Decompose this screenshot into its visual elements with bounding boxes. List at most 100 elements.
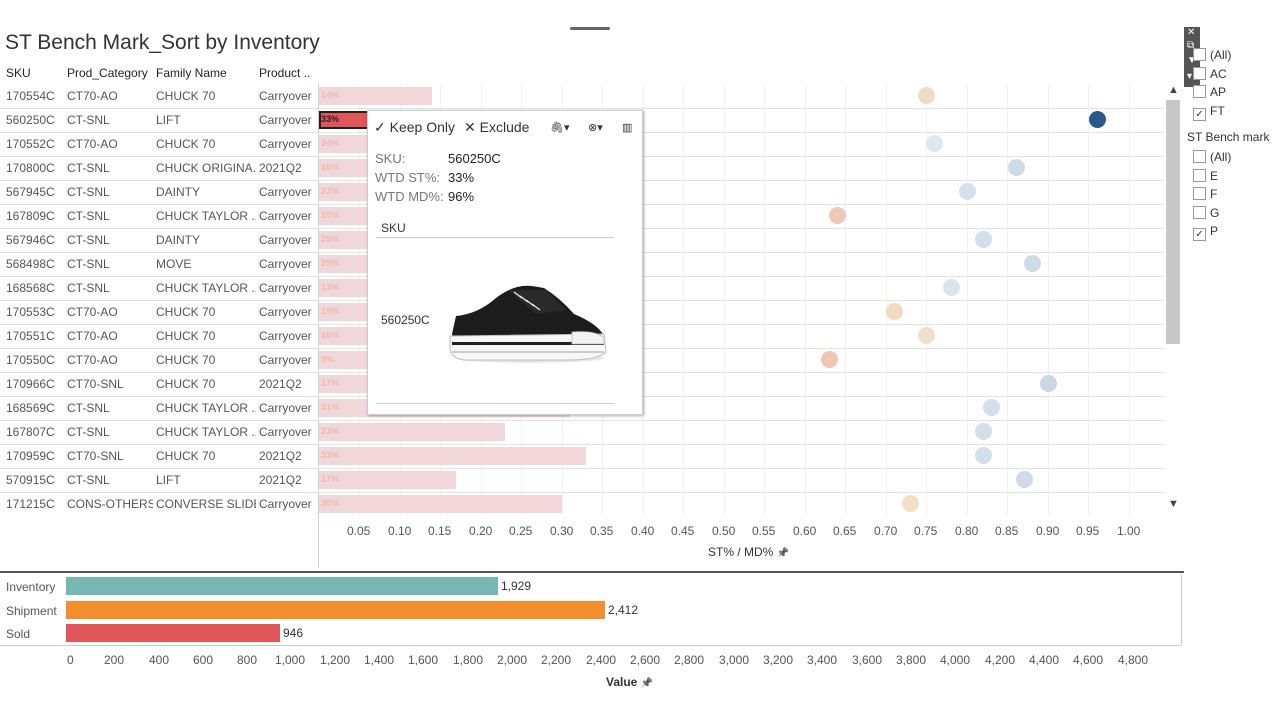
bottom-bar-value: 2,412 [608,602,639,617]
checkbox[interactable] [1193,150,1206,163]
st-bar-label: 19% [321,306,340,316]
checkbox[interactable] [1193,48,1206,61]
scroll-down-icon[interactable]: ▼ [1168,498,1179,510]
md-dot[interactable] [821,351,838,368]
vertical-scrollbar[interactable]: ▲ ▼ [1165,84,1181,516]
checkbox[interactable] [1193,85,1206,98]
st-bar[interactable] [319,471,456,489]
x-tick-label: 0.70 [874,524,898,538]
md-dot[interactable] [943,279,960,296]
bottom-x-tick-label: 3,800 [896,653,927,667]
st-bar-label: 31% [321,402,340,412]
col-header-product[interactable]: Product .. [259,66,311,80]
md-dot[interactable] [902,495,919,512]
md-dot[interactable] [983,399,1000,416]
checkbox[interactable] [1193,66,1206,80]
md-dot[interactable] [918,87,935,104]
filter-option[interactable]: G [1193,205,1219,220]
table-row[interactable]: 167807C CT-SNL CHUCK TAYLOR .. Carryover 23% [0,420,1164,445]
tt-md-key: WTD MD%: [375,189,444,204]
md-dot[interactable] [959,183,976,200]
bottom-x-tick-label: 2,800 [674,653,705,667]
md-dot[interactable] [975,231,992,248]
md-dot[interactable] [1040,375,1057,392]
filter-option[interactable]: ✓ P [1193,224,1218,241]
cell-product: Carryover [259,113,312,127]
cell-product: Carryover [259,209,312,223]
col-header-family-name[interactable]: Family Name [156,66,227,80]
x-tick-label: 0.20 [469,524,493,538]
cell-cat: CT70-AO [67,329,118,343]
filter-icon[interactable]: ▼ [1187,55,1197,66]
table-row[interactable]: 570915C CT-SNL LIFT 2021Q2 17% [0,468,1164,493]
filter-option[interactable]: (All) [1193,48,1231,62]
md-dot[interactable] [975,423,992,440]
st-bar[interactable] [319,87,432,105]
st-bar-label: 10% [321,210,340,220]
view-data-icon[interactable]: ▥ [622,122,633,134]
cell-sku: 168568C [6,281,55,295]
bottom-bar[interactable] [66,577,498,595]
cell-product: Carryover [259,425,312,439]
filter-option[interactable]: (All) [1193,150,1231,164]
md-dot[interactable] [1024,255,1041,272]
cell-family: CHUCK 70 [156,449,216,463]
md-dot[interactable] [1089,111,1106,128]
md-dot[interactable] [886,303,903,320]
exclude-button[interactable]: ✕ Exclude [464,119,530,135]
keep-only-button[interactable]: ✓ Keep Only [374,119,455,135]
x-tick-label: 0.15 [428,524,452,538]
md-dot[interactable] [926,135,943,152]
x-tick-label: 0.30 [550,524,574,538]
x-axis-title: ST% / MD% 📌 [708,545,790,559]
md-dot[interactable] [1016,471,1033,488]
cell-cat: CT-SNL [67,185,110,199]
cell-family: CHUCK 70 [156,137,216,151]
filter-option[interactable]: F [1193,187,1217,201]
resize-handle[interactable] [570,27,610,30]
col-header-prod-category[interactable]: Prod_Category [67,66,148,80]
md-dot[interactable] [975,447,992,464]
checkbox[interactable]: ✓ [1193,107,1206,121]
st-bar[interactable] [319,495,562,513]
filter-option[interactable]: ✓ FT [1193,104,1225,121]
tt-st-value: 33% [448,170,475,185]
set-icon[interactable]: ⊗▾ [588,122,603,134]
bottom-x-tick-label: 1,800 [453,653,484,667]
axis-divider [318,84,319,568]
filter-option[interactable]: AP [1193,85,1226,99]
bottom-x-tick-label: 3,000 [719,653,750,667]
st-bar-label: 16% [321,162,340,172]
md-dot[interactable] [829,207,846,224]
group-members-icon[interactable]: 🖇▾ [550,122,570,134]
checkbox[interactable] [1193,187,1206,200]
table-row[interactable]: 170959C CT70-SNL CHUCK 70 2021Q2 33% [0,444,1164,469]
table-row[interactable]: 170554C CT70-AO CHUCK 70 Carryover 14% [0,84,1164,109]
md-dot[interactable] [1008,159,1025,176]
checkbox[interactable]: ✓ [1193,228,1206,241]
pop-out-icon[interactable]: ⧉ [1187,40,1195,51]
bottom-bar[interactable] [66,624,280,642]
dropdown-icon[interactable]: ▾ [1187,71,1193,82]
table-row[interactable]: 171215C CONS-OTHERS CONVERSE SLIDE Carryove… [0,492,1164,516]
checkbox[interactable] [1193,168,1206,182]
cell-sku: 170966C [6,377,55,391]
filter-option[interactable]: E [1193,168,1218,183]
close-icon[interactable]: ✕ [1187,27,1196,38]
cell-sku: 167809C [6,209,55,223]
col-header-sku[interactable]: SKU [6,66,31,80]
filter-option-label: (All) [1210,150,1232,164]
x-tick-label: 0.60 [793,524,817,538]
st-bar[interactable] [319,447,586,465]
scroll-thumb[interactable] [1166,100,1180,344]
checkbox[interactable] [1193,205,1206,219]
st-bar-label: 23% [321,426,340,436]
bottom-bar[interactable] [66,600,605,619]
filter-option[interactable]: AC [1193,66,1227,81]
cell-sku: 170959C [6,449,55,463]
bottom-category-label: Inventory [6,580,56,594]
bottom-x-tick-label: 4,400 [1029,653,1060,667]
scroll-up-icon[interactable]: ▲ [1168,84,1179,96]
md-dot[interactable] [918,327,935,344]
st-bar[interactable] [319,423,505,441]
